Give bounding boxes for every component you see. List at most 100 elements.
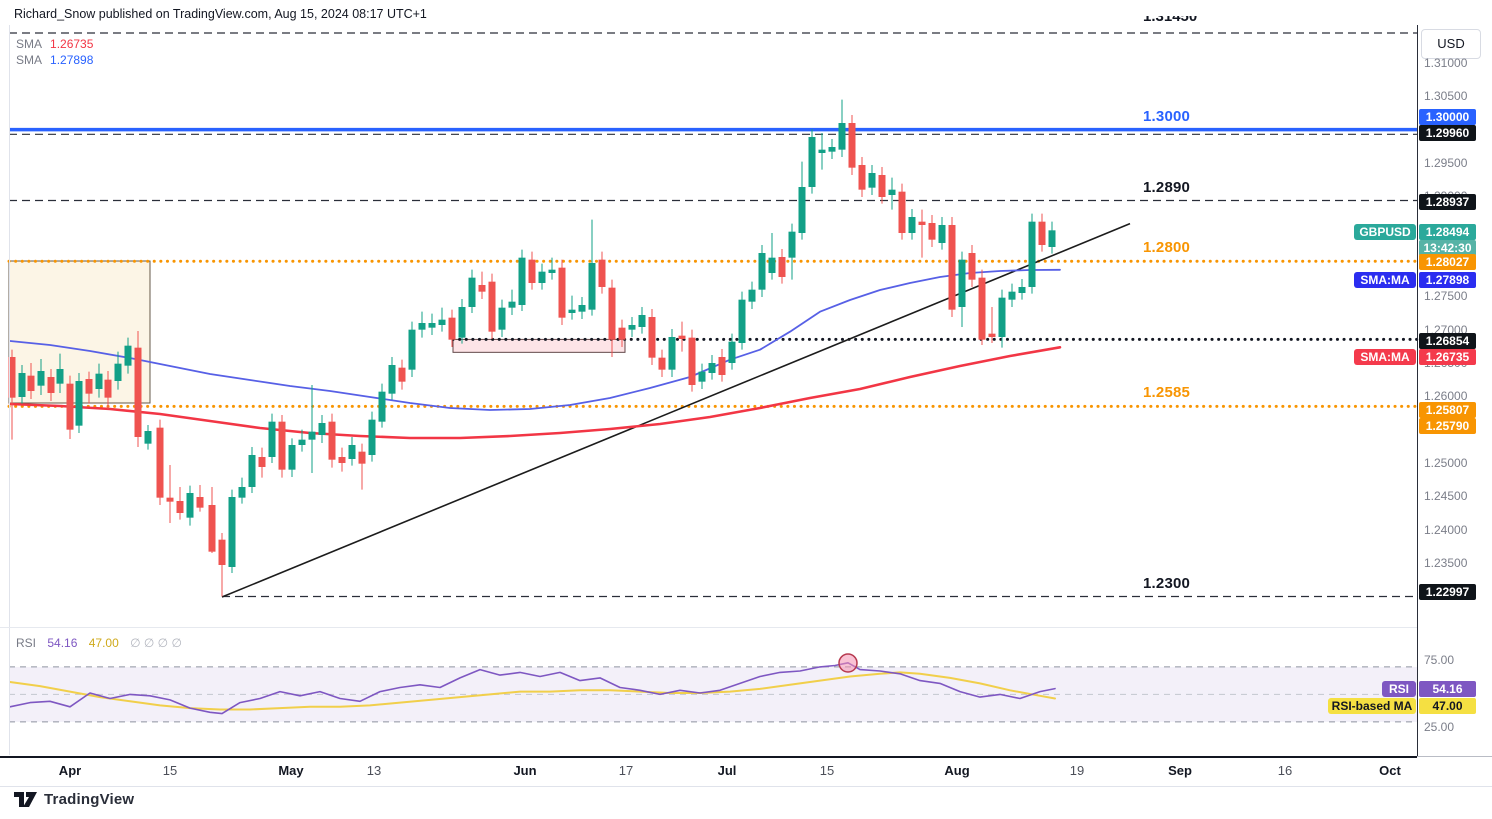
candle-body-up <box>378 391 386 422</box>
candle-body-down <box>478 285 486 292</box>
candle-body-up <box>124 345 132 366</box>
price-level-label-1.2800: 1.2800 <box>1143 239 1191 257</box>
candle-body-up <box>868 173 876 188</box>
candle-body-up <box>1018 287 1026 293</box>
rsi-tick-75.00: 75.00 <box>1424 653 1455 667</box>
candle-body-up <box>144 431 152 444</box>
candle-body-up <box>348 445 356 459</box>
axis-badge-1.25807: 1.25807 <box>1419 402 1476 418</box>
candle-body-down <box>988 333 996 337</box>
consolidation-box[interactable] <box>452 338 626 353</box>
tradingview-wordmark: TradingView <box>44 791 135 808</box>
candle-body-up <box>788 231 796 258</box>
rsi-ma-value: 47.00 <box>88 636 119 650</box>
legend-sma-slow-label: SMA <box>16 37 43 51</box>
candle-body-down <box>928 223 936 240</box>
candle-body-up <box>238 487 246 498</box>
price-tick-1.30500: 1.30500 <box>1424 89 1468 103</box>
candle-body-down <box>8 357 16 398</box>
candle-body-up <box>37 371 45 386</box>
axis-badge-1.30000: 1.30000 <box>1419 109 1476 125</box>
clipped-level-label: 1.31450 <box>1143 16 1198 25</box>
candle-body-down <box>658 357 666 370</box>
sma-50-line[interactable] <box>9 268 1061 411</box>
axis-badge-1.28937: 1.28937 <box>1419 194 1476 210</box>
candle-body-down <box>104 379 112 398</box>
candle-body-up <box>186 493 194 518</box>
candle-body-up <box>308 431 316 440</box>
price-level-label-1.2585: 1.2585 <box>1143 384 1191 402</box>
candle-body-up <box>408 329 416 370</box>
candle-body-up <box>1028 221 1036 287</box>
candle-body-up <box>418 323 426 330</box>
legend-sma-fast-value: 1.27898 <box>50 53 94 67</box>
time-tick-Oct: Oct <box>1379 763 1401 778</box>
price-tick-1.24000: 1.24000 <box>1424 523 1468 537</box>
rsi-value: 54.16 <box>47 636 78 650</box>
time-tick-17: 17 <box>618 763 634 778</box>
series-badge-RSI: RSI <box>1382 681 1416 697</box>
axis-badge-1.26735: 1.26735 <box>1419 349 1476 365</box>
candle-body-up <box>628 325 636 330</box>
candle-body-down <box>528 259 536 283</box>
candle-body-down <box>948 225 956 310</box>
candle-body-down <box>66 383 74 430</box>
series-badge-RSI-based MA: RSI-based MA <box>1328 698 1416 714</box>
legend-sma-fast-label: SMA <box>16 53 43 67</box>
series-badge-SMA:MA: SMA:MA <box>1354 272 1416 288</box>
candle-body-up <box>18 373 26 397</box>
candle-body-down <box>448 317 456 340</box>
candle-body-up <box>698 371 706 382</box>
pane-separator <box>0 627 1417 628</box>
price-tick-1.27500: 1.27500 <box>1424 289 1468 303</box>
candle-body-up <box>518 257 526 305</box>
candle-body-up <box>268 421 276 457</box>
candle-body-down <box>678 335 686 339</box>
time-tick-Apr: Apr <box>58 763 82 778</box>
candle-body-down <box>978 277 986 340</box>
ascending-trendline[interactable] <box>221 222 1131 598</box>
candle-body-down <box>208 505 216 552</box>
candle-body-up <box>828 147 836 152</box>
candle-body-up <box>638 315 646 327</box>
candle-body-up <box>838 123 846 150</box>
candle-body-up <box>95 373 103 389</box>
candle-body-up <box>1048 230 1056 247</box>
candle-body-down <box>218 539 226 565</box>
candle-body-up <box>318 423 326 435</box>
candle-body-up <box>498 307 506 330</box>
legend-sma-slow-value: 1.26735 <box>50 37 94 51</box>
time-axis[interactable] <box>0 758 1492 786</box>
legend-sma-fast[interactable]: SMA 1.27898 <box>16 53 93 67</box>
time-axis-border <box>0 756 1417 758</box>
rsi-indicator-legend[interactable]: RSI 54.16 47.00 ∅ ∅ ∅ ∅ <box>16 636 190 650</box>
candle-body-down <box>166 497 174 502</box>
candle-body-down <box>176 501 184 513</box>
candle-body-down <box>278 421 286 470</box>
price-tick-1.23500: 1.23500 <box>1424 556 1468 570</box>
legend-sma-slow[interactable]: SMA 1.26735 <box>16 37 93 51</box>
price-tick-1.26000: 1.26000 <box>1424 389 1468 403</box>
candle-body-down <box>1038 221 1046 245</box>
candle-body-down <box>688 337 696 385</box>
candle-body-up <box>56 369 64 384</box>
axis-badge-1.29960: 1.29960 <box>1419 125 1476 141</box>
currency-toggle-button[interactable]: USD <box>1421 29 1481 59</box>
rsi-line[interactable] <box>9 661 1056 715</box>
sma-200-line[interactable] <box>8 345 1062 440</box>
candle-body-up <box>458 307 466 338</box>
tradingview-logo[interactable]: TradingView <box>14 791 134 808</box>
rsi-peak-marker[interactable] <box>838 653 858 673</box>
time-tick-Jul: Jul <box>717 763 737 778</box>
candle-body-up <box>298 439 306 445</box>
bottom-border <box>0 786 1492 787</box>
candle-body-up <box>228 497 236 567</box>
axis-badge-1.25790: 1.25790 <box>1419 418 1476 434</box>
price-level-label-1.3000: 1.3000 <box>1143 107 1191 125</box>
candle-body-up <box>428 323 436 328</box>
candle-body-down <box>718 357 726 375</box>
price-axis-border <box>1417 25 1418 756</box>
